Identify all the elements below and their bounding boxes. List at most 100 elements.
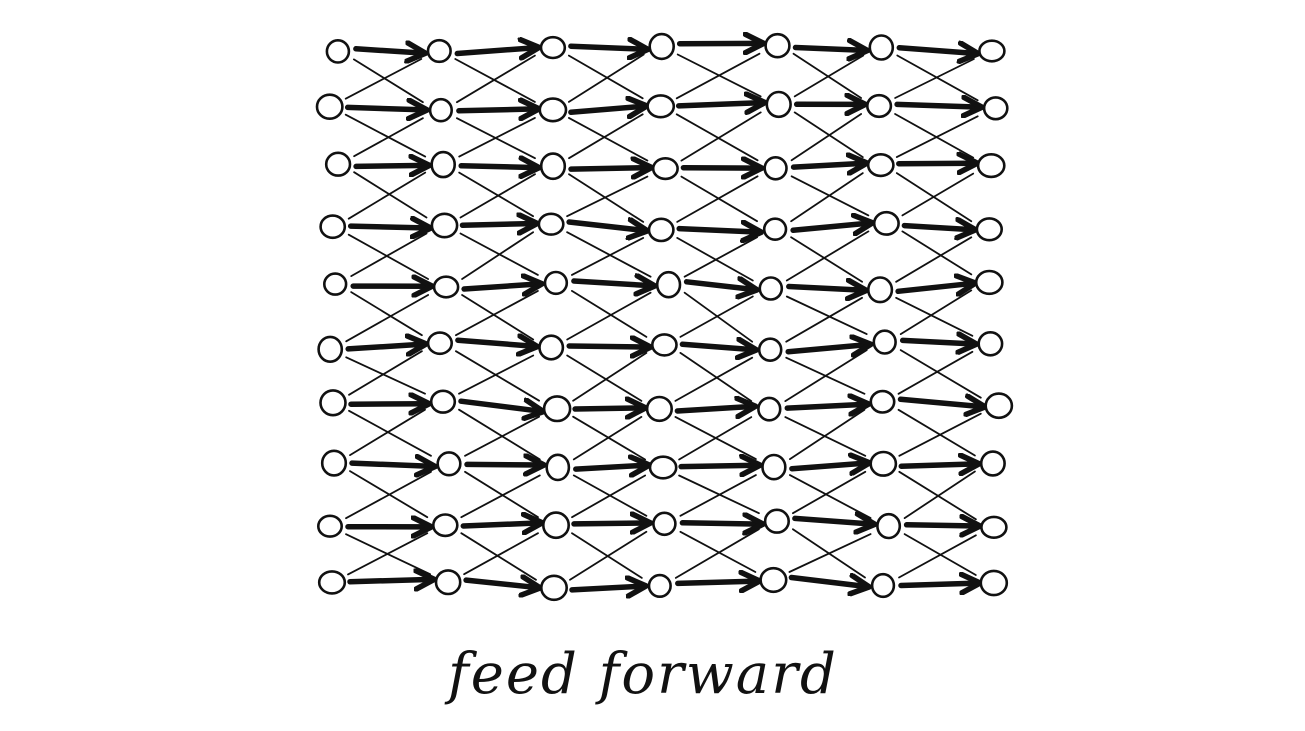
- neuron-node: [764, 32, 791, 59]
- diagonal-connection-up: [894, 58, 975, 99]
- diagonal-connection-up: [353, 117, 424, 158]
- neuron-node: [866, 276, 894, 304]
- forward-arrow: [569, 586, 644, 590]
- forward-arrow: [901, 226, 973, 230]
- neuron-node: [538, 334, 565, 361]
- neuron-node: [431, 513, 459, 538]
- diagonal-connection-up: [349, 408, 426, 457]
- neuron-node: [543, 270, 569, 296]
- forward-arrow: [353, 49, 423, 53]
- diagonal-connection-up: [899, 289, 973, 336]
- forward-arrow: [894, 104, 980, 107]
- diagonal-connection-down: [348, 409, 432, 457]
- diagonal-connection-up: [675, 52, 761, 100]
- neuron-node: [757, 337, 783, 363]
- diagonal-connection-down: [458, 171, 534, 218]
- neuron-node: [763, 508, 791, 534]
- diagonal-connection-down: [454, 58, 536, 103]
- diagonal-connection-down: [461, 294, 535, 341]
- neuron-node: [317, 335, 344, 363]
- neuron-node: [647, 573, 672, 599]
- diagonal-connection-up: [898, 412, 982, 457]
- neuron-node: [324, 151, 352, 177]
- neuron-node: [758, 276, 784, 301]
- forward-arrows: [344, 43, 983, 590]
- neuron-node: [765, 90, 792, 119]
- neuron-node: [432, 275, 460, 299]
- diagonal-connection-down: [458, 408, 541, 461]
- neuron-node: [430, 212, 459, 239]
- neuron-node: [975, 217, 1003, 242]
- diagonal-connection-up: [454, 289, 539, 337]
- diagonal-connection-down: [353, 171, 428, 219]
- neuron-node: [426, 38, 452, 64]
- diagonal-connection-up: [898, 534, 977, 579]
- diagonal-connection-up: [463, 532, 539, 576]
- diagonal-connection-up: [464, 415, 540, 457]
- diagonal-connection-up: [458, 117, 536, 158]
- neuron-node: [868, 34, 895, 61]
- forward-arrow: [789, 463, 867, 469]
- neuron-node: [648, 32, 676, 61]
- forward-arrow: [344, 107, 425, 110]
- diagonal-connection-up: [678, 416, 753, 461]
- forward-arrow: [461, 284, 540, 289]
- forward-arrow: [790, 223, 870, 230]
- neuron-node: [325, 39, 351, 64]
- diagonal-connection-down: [344, 113, 427, 158]
- forward-arrow: [456, 109, 537, 111]
- diagonal-connection-down: [464, 470, 539, 519]
- forward-arrow: [675, 581, 758, 583]
- forward-arrow: [347, 579, 432, 581]
- diagonal-connection-down: [790, 236, 863, 283]
- diagonal-connection-up: [568, 53, 645, 103]
- diagonal-connection-up: [347, 171, 427, 220]
- forward-arrow: [790, 163, 865, 167]
- neuron-node: [647, 217, 675, 243]
- diagonal-connection-up: [455, 54, 536, 104]
- forward-arrow: [895, 283, 973, 291]
- neuron-node: [979, 450, 1006, 477]
- forward-arrow: [679, 523, 761, 524]
- forward-arrow: [784, 404, 866, 408]
- diagonal-connection-up: [683, 236, 758, 278]
- diagonal-connection-down: [899, 349, 982, 399]
- forward-arrow: [903, 525, 978, 526]
- diagram-caption: feed forward: [448, 642, 838, 707]
- neuron-node: [316, 514, 343, 538]
- diagonal-connection-down: [901, 230, 973, 276]
- neuron-node: [651, 333, 678, 357]
- diagonal-connection-up: [566, 175, 649, 218]
- forward-arrow: [571, 523, 648, 524]
- neuron-node: [430, 150, 457, 179]
- diagonal-connection-down: [568, 54, 644, 100]
- neuron-node: [977, 330, 1004, 357]
- diagonal-connection-down: [454, 350, 540, 402]
- diagonal-connection-up: [569, 530, 648, 581]
- diagonal-connection-up: [897, 350, 974, 395]
- diagonal-connection-down: [679, 351, 753, 403]
- diagonal-connection-up: [572, 351, 648, 402]
- forward-arrow: [464, 464, 542, 465]
- diagonal-connection-up: [895, 115, 979, 159]
- diagonal-connection-down: [571, 289, 648, 338]
- diagonal-connection-up: [790, 172, 864, 223]
- diagonal-connection-up: [792, 470, 867, 515]
- diagonal-connection-up: [793, 54, 865, 98]
- neuron-node: [978, 39, 1006, 63]
- forward-arrow: [566, 222, 645, 231]
- diagonal-connection-up: [679, 474, 757, 517]
- forward-arrow: [568, 46, 646, 49]
- forward-arrow: [898, 464, 977, 466]
- diagonal-connection-down: [679, 530, 757, 573]
- forward-arrow: [571, 281, 653, 286]
- neuron-node: [426, 331, 454, 356]
- neuron-node: [648, 455, 678, 480]
- neuron-node: [870, 572, 896, 599]
- neuron-node: [315, 93, 344, 120]
- neuron-node: [869, 389, 896, 414]
- forward-arrow: [454, 48, 537, 54]
- diagonal-connection-up: [348, 350, 423, 396]
- forward-arrow: [678, 465, 758, 466]
- forward-arrow: [345, 344, 424, 349]
